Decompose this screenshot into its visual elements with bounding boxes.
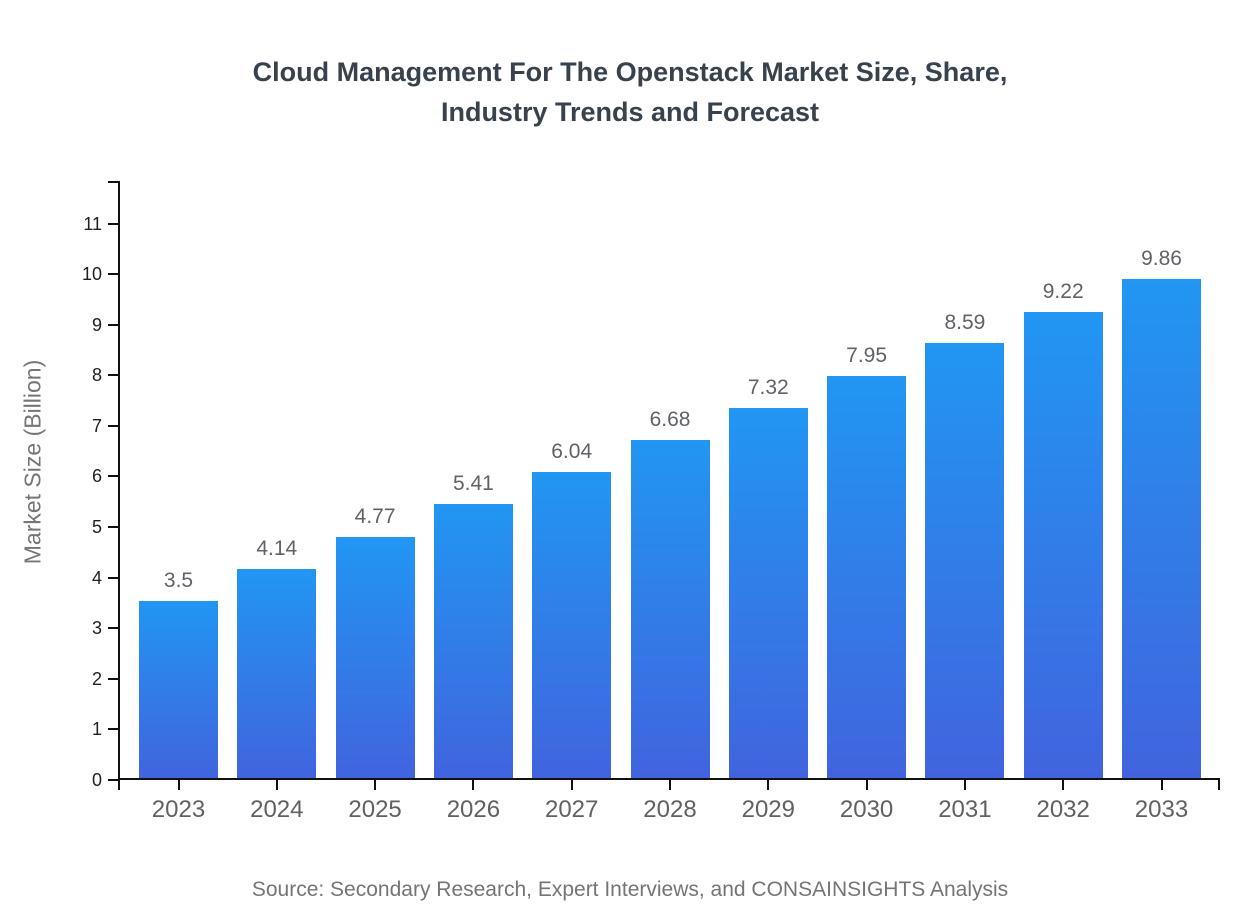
y-tick-4	[108, 576, 118, 579]
x-tick-2026	[472, 780, 475, 790]
x-tick-label-2033: 2033	[1134, 796, 1189, 823]
bar-2023	[139, 600, 218, 778]
x-tick-label-2023: 2023	[151, 796, 206, 823]
x-tick-2025	[374, 780, 377, 790]
bar-2032	[1023, 311, 1103, 778]
y-tick-0	[108, 779, 118, 781]
x-tick-2024	[275, 780, 278, 790]
y-tick-label-10: 10	[81, 264, 102, 285]
x-axis-line	[118, 778, 1220, 780]
x-tick-label-2026: 2026	[446, 796, 501, 823]
bar-2024	[237, 568, 317, 778]
x-tick-2027	[570, 780, 573, 790]
y-tick-2	[108, 677, 118, 680]
x-tick-2030	[865, 780, 868, 790]
source-note: Source: Secondary Research, Expert Inter…	[251, 878, 1009, 901]
bar-2031	[925, 343, 1005, 778]
x-tick-label-2030: 2030	[839, 796, 894, 823]
x-tick-2032	[1062, 780, 1065, 790]
bar-value-label-2033: 9.86	[1141, 247, 1182, 271]
plot-area: 0 1 2 3 4 5 6 7 8 9 10 11 3.5 2023 4.14 2024 4.77 2025 5.4…	[82, 181, 1220, 823]
bar-value-label-2030: 7.95	[846, 343, 888, 367]
x-tick-label-2029: 2029	[741, 796, 795, 823]
y-tick-label-11: 11	[83, 213, 102, 234]
bar-2028	[630, 440, 710, 778]
bar-value-label-2023: 3.5	[163, 568, 194, 592]
y-tick-7	[108, 424, 118, 427]
y-axis-title: Market Size (Billion)	[19, 359, 46, 565]
bar-2026	[433, 504, 513, 778]
y-tick-label-9: 9	[91, 314, 102, 335]
x-tick-2033	[1160, 780, 1163, 790]
chart-title-line1: Cloud Management For The Openstack Marke…	[252, 57, 1008, 87]
y-tick-label-4: 4	[91, 567, 102, 588]
y-axis-line	[118, 181, 120, 780]
y-axis-end-cap	[108, 181, 118, 183]
x-tick-label-2028: 2028	[643, 796, 697, 823]
y-tick-9	[108, 323, 118, 326]
x-tick-2031	[963, 780, 966, 790]
y-tick-8	[108, 374, 118, 377]
x-tick-2028	[669, 780, 671, 790]
y-tick-5	[108, 526, 118, 529]
x-axis-end-cap	[1218, 780, 1220, 790]
y-tick-label-7: 7	[91, 415, 102, 436]
bar-2029	[728, 407, 808, 778]
bar-value-label-2024: 4.14	[256, 536, 298, 560]
y-tick-label-3: 3	[91, 618, 102, 639]
bar-value-label-2027: 6.04	[551, 440, 593, 464]
y-tick-6	[108, 475, 118, 478]
x-tick-2029	[767, 780, 770, 790]
bar-2030	[827, 375, 907, 778]
x-tick-label-2025: 2025	[348, 796, 402, 823]
y-tick-1	[108, 728, 118, 731]
bar-value-label-2028: 6.68	[649, 408, 691, 432]
x-tick-label-2024: 2024	[250, 796, 304, 823]
y-tick-label-8: 8	[91, 365, 102, 386]
bar-value-label-2029: 7.32	[747, 375, 789, 399]
y-tick-label-6: 6	[91, 466, 102, 487]
bar-value-label-2025: 4.77	[354, 504, 396, 528]
y-tick-label-5: 5	[91, 517, 102, 538]
bar-value-label-2032: 9.22	[1042, 279, 1084, 303]
y-tick-label-0: 0	[91, 770, 102, 790]
bar-2027	[532, 472, 612, 778]
bar-value-label-2026: 5.41	[452, 472, 494, 496]
x-tick-2023	[177, 780, 180, 790]
bar-value-label-2031: 8.59	[944, 311, 986, 335]
chart-title: Cloud Management For The Openstack Marke…	[0, 52, 1260, 132]
chart-title-line2: Industry Trends and Forecast	[440, 97, 820, 127]
x-tick-label-2032: 2032	[1036, 796, 1090, 823]
y-tick-10	[108, 273, 118, 276]
y-tick-label-1: 1	[91, 719, 102, 740]
x-tick-label-2031: 2031	[938, 796, 992, 823]
bar-2025	[335, 536, 415, 778]
y-tick-label-2: 2	[91, 668, 102, 689]
x-tick-label-2027: 2027	[544, 796, 599, 823]
bar-2033	[1122, 279, 1201, 778]
y-tick-3	[108, 627, 118, 630]
y-tick-11	[108, 222, 118, 225]
x-tick-origin	[118, 780, 120, 790]
